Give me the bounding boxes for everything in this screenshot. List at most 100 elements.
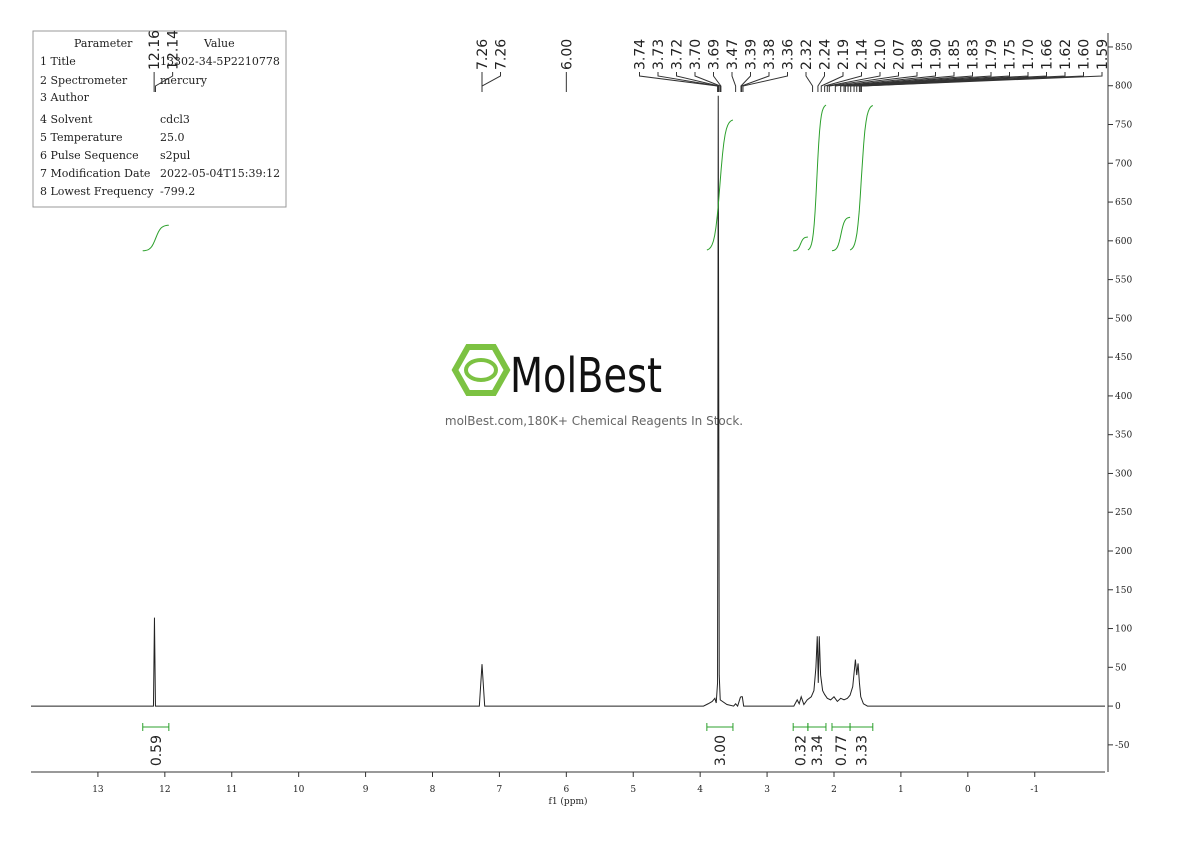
peak-label: 12.16 xyxy=(147,30,163,70)
table-parameter: 4 Solvent xyxy=(40,113,93,126)
x-tick-label: 6 xyxy=(563,785,569,795)
peak-label: 6.00 xyxy=(559,39,575,70)
peak-leader xyxy=(817,72,825,92)
peak-leader xyxy=(740,72,751,92)
peak-leader xyxy=(834,72,918,92)
logo-ring xyxy=(464,358,498,382)
peak-label: 1.75 xyxy=(1003,39,1019,70)
peak-label: 1.62 xyxy=(1058,39,1074,70)
peak-leader xyxy=(694,72,721,92)
y-tick-label: 700 xyxy=(1115,159,1132,169)
x-tick-label: 0 xyxy=(965,785,971,795)
spectrum-line xyxy=(31,95,1105,708)
peak-leader xyxy=(657,72,719,92)
integral-curve xyxy=(831,216,851,252)
watermark: MolBest molBest.com,180K+ Chemical Reage… xyxy=(445,344,743,428)
peak-leader xyxy=(741,72,770,92)
brand: MolBest xyxy=(510,348,662,404)
peak-leader xyxy=(826,72,881,92)
table-parameter: 3 Author xyxy=(40,91,90,104)
peak-label: 1.66 xyxy=(1040,39,1056,70)
peak-label: 3.70 xyxy=(688,39,704,70)
peak-label: 2.24 xyxy=(818,39,834,70)
y-tick-label: 650 xyxy=(1115,198,1132,208)
integral-bracket xyxy=(807,723,827,731)
integral-curve xyxy=(142,224,169,252)
x-tick-label: 11 xyxy=(226,785,237,795)
peak-label: 3.72 xyxy=(670,39,686,70)
y-tick-label: 200 xyxy=(1115,547,1132,557)
peak-leader xyxy=(840,72,936,92)
peak-label: 1.79 xyxy=(984,39,1000,70)
y-tick-label: 750 xyxy=(1115,121,1132,131)
integral-label: 0.59 xyxy=(149,735,165,766)
peak-leader xyxy=(853,72,1029,92)
peak-label: 1.98 xyxy=(910,39,926,70)
peak-label: 3.38 xyxy=(762,39,778,70)
table-value: 13302-34-5P2210778 xyxy=(160,55,280,68)
peak-label: 3.47 xyxy=(725,39,741,70)
y-tick-label: 300 xyxy=(1115,469,1132,479)
table-rows: 1 Title 13302-34-5P2210778 2 Spectrometer m… xyxy=(40,55,280,198)
y-tick-label: 350 xyxy=(1115,431,1132,441)
tagline: molBest.com,180K+ Chemical Reagents In S… xyxy=(445,414,743,428)
peak-label: 2.19 xyxy=(836,39,852,70)
table-parameter: 5 Temperature xyxy=(40,131,123,144)
table-value: 25.0 xyxy=(160,131,185,144)
peak-label: 2.32 xyxy=(799,39,815,70)
peak-label: 3.39 xyxy=(744,39,760,70)
y-tick-label: 400 xyxy=(1115,392,1132,402)
integral-curve xyxy=(849,105,874,251)
y-tick-label: 100 xyxy=(1115,625,1132,635)
table-value: mercury xyxy=(160,74,208,87)
peak-leader xyxy=(154,72,174,92)
integral-bracket xyxy=(706,723,734,731)
x-tick-label: 13 xyxy=(92,785,104,795)
x-tick-label: 5 xyxy=(630,785,636,795)
x-tick-label: 9 xyxy=(363,785,369,795)
integral-label: 3.34 xyxy=(810,735,826,766)
peak-leader xyxy=(828,72,899,92)
integral-curve xyxy=(706,119,734,251)
peak-label: 2.07 xyxy=(892,39,908,70)
y-tick-label: 50 xyxy=(1115,663,1127,673)
peak-label: 2.14 xyxy=(855,39,871,70)
peak-leader xyxy=(742,72,788,92)
table-parameter: 1 Title xyxy=(40,55,76,68)
y-tick-label: 0 xyxy=(1115,702,1121,712)
table-parameter: 6 Pulse Sequence xyxy=(40,149,139,162)
y-tick-label: -50 xyxy=(1115,741,1130,751)
table-value: s2pul xyxy=(160,149,191,162)
x-tick-label: -1 xyxy=(1030,785,1039,795)
peak-label: 1.59 xyxy=(1095,39,1111,70)
x-tick-label: 2 xyxy=(831,785,837,795)
y-tick-label: 800 xyxy=(1115,82,1132,92)
peak-leader xyxy=(639,72,719,92)
peak-label: 7.26 xyxy=(494,39,510,70)
peak-label: 1.85 xyxy=(947,39,963,70)
peak-label: 3.74 xyxy=(633,39,649,70)
table-value: -799.2 xyxy=(160,185,195,198)
table-parameter: 2 Spectrometer xyxy=(40,74,128,87)
integral-label: 3.00 xyxy=(713,735,729,766)
table-parameter: 7 Modification Date xyxy=(40,167,150,180)
integral-curve xyxy=(793,236,808,252)
peak-leader xyxy=(860,72,1103,92)
x-tick-label: 3 xyxy=(764,785,770,795)
peak-leader xyxy=(850,72,1010,92)
y-tick-label: 250 xyxy=(1115,508,1132,518)
x-tick-label: 7 xyxy=(497,785,503,795)
peak-leader xyxy=(805,72,814,92)
peak-leader xyxy=(713,72,722,92)
table-value: 2022-05-04T15:39:12 xyxy=(160,167,280,180)
peak-label: 12.14 xyxy=(166,30,182,70)
peak-label: 3.36 xyxy=(781,39,797,70)
peak-leader xyxy=(843,72,955,92)
y-tick-label: 850 xyxy=(1115,43,1132,53)
peak-leader xyxy=(856,72,1047,92)
integral-label: 0.77 xyxy=(834,735,850,766)
integral-bracket xyxy=(142,723,170,731)
table-header: Value xyxy=(203,37,235,50)
x-tick-label: 10 xyxy=(293,785,305,795)
